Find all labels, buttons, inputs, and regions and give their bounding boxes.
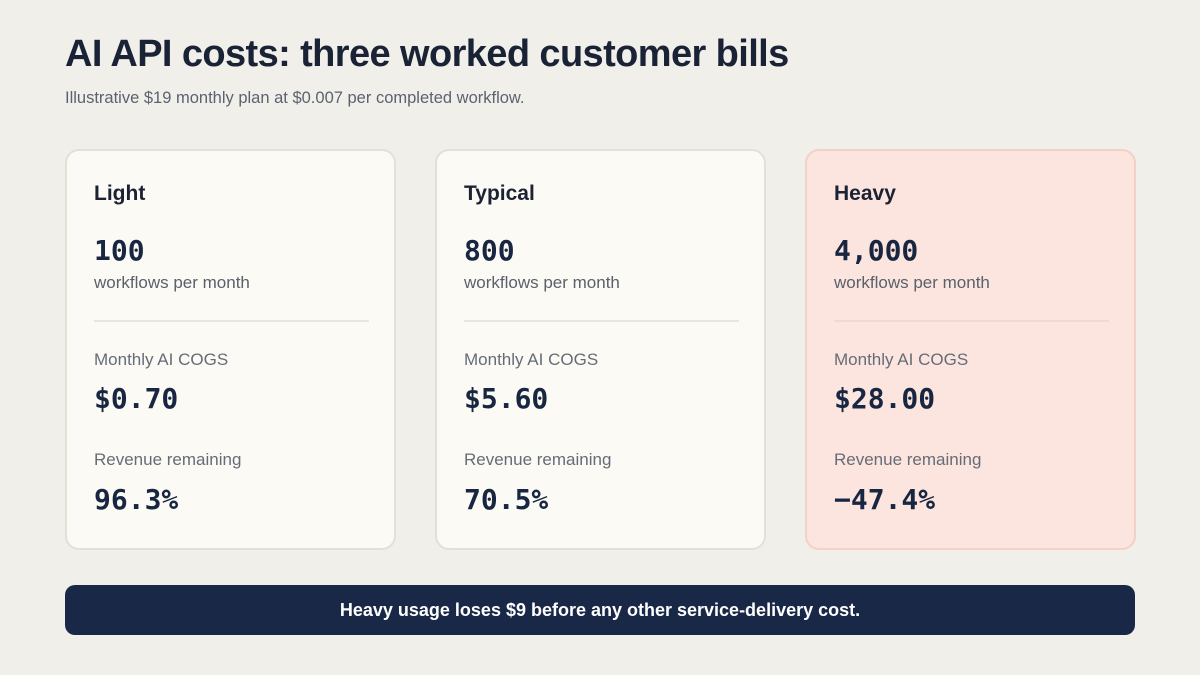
cogs-label: Monthly AI COGS bbox=[94, 350, 229, 369]
cogs-label: Monthly AI COGS bbox=[834, 350, 969, 369]
workflows-value: 4,000 bbox=[834, 234, 919, 267]
card-divider bbox=[834, 320, 1109, 322]
card-heavy: Heavy 4,000 workflows per month Monthly … bbox=[805, 149, 1136, 550]
cogs-label: Monthly AI COGS bbox=[464, 350, 599, 369]
card-light: Light 100 workflows per month Monthly AI… bbox=[65, 149, 396, 550]
cogs-value: $28.00 bbox=[834, 382, 936, 415]
page-title: AI API costs: three worked customer bill… bbox=[65, 33, 789, 75]
summary-banner: Heavy usage loses $9 before any other se… bbox=[65, 585, 1135, 635]
workflows-caption: workflows per month bbox=[464, 273, 620, 292]
revenue-label: Revenue remaining bbox=[94, 450, 242, 469]
workflows-caption: workflows per month bbox=[834, 273, 990, 292]
revenue-label: Revenue remaining bbox=[834, 450, 982, 469]
card-name: Typical bbox=[464, 182, 535, 205]
card-divider bbox=[94, 320, 369, 322]
card-divider bbox=[464, 320, 739, 322]
cogs-value: $0.70 bbox=[94, 382, 179, 415]
revenue-value: −47.4% bbox=[834, 483, 936, 516]
page-subtitle: Illustrative $19 monthly plan at $0.007 … bbox=[65, 89, 525, 107]
revenue-label: Revenue remaining bbox=[464, 450, 612, 469]
card-name: Light bbox=[94, 182, 146, 205]
card-name: Heavy bbox=[834, 182, 896, 205]
workflows-value: 800 bbox=[464, 234, 515, 267]
revenue-value: 70.5% bbox=[464, 483, 549, 516]
card-typical: Typical 800 workflows per month Monthly … bbox=[435, 149, 766, 550]
summary-banner-text: Heavy usage loses $9 before any other se… bbox=[339, 599, 861, 620]
cogs-value: $5.60 bbox=[464, 382, 549, 415]
revenue-value: 96.3% bbox=[94, 483, 179, 516]
workflows-caption: workflows per month bbox=[94, 273, 250, 292]
workflows-value: 100 bbox=[94, 234, 145, 267]
